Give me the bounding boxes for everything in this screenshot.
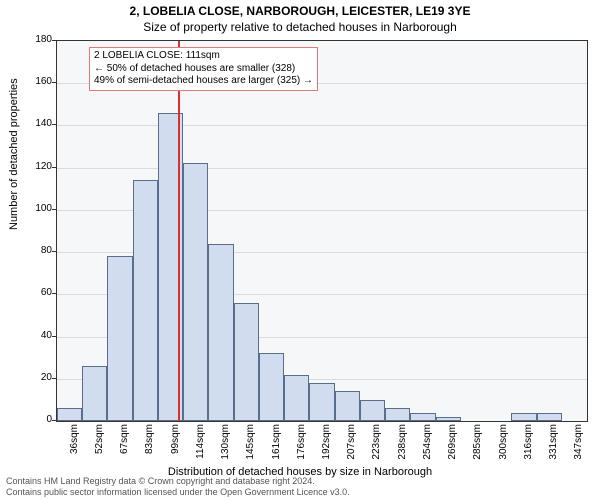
y-tick-label: 180 — [22, 34, 52, 45]
x-tick-label: 285sqm — [472, 424, 483, 464]
annotation-line: 49% of semi-detached houses are larger (… — [94, 75, 313, 88]
x-tick-label: 130sqm — [220, 424, 231, 464]
chart-title-desc: Size of property relative to detached ho… — [0, 20, 600, 34]
x-tick-label: 269sqm — [447, 424, 458, 464]
histogram-bar — [183, 163, 208, 421]
histogram-bar — [335, 391, 360, 421]
y-tick-mark — [52, 336, 56, 337]
histogram-bar — [259, 353, 284, 421]
histogram-bar — [133, 180, 158, 421]
histogram-bar — [284, 375, 309, 421]
histogram-bar — [385, 408, 410, 421]
chart-container: 2, LOBELIA CLOSE, NARBOROUGH, LEICESTER,… — [0, 0, 600, 500]
y-tick-mark — [52, 293, 56, 294]
y-tick-label: 0 — [22, 414, 52, 425]
histogram-bar — [57, 408, 82, 421]
histogram-bar — [360, 400, 385, 421]
x-tick-label: 300sqm — [498, 424, 509, 464]
histogram-bar — [537, 413, 562, 421]
y-tick-mark — [52, 378, 56, 379]
x-tick-label: 99sqm — [170, 424, 181, 464]
x-tick-label: 176sqm — [296, 424, 307, 464]
x-tick-label: 238sqm — [397, 424, 408, 464]
x-tick-label: 254sqm — [422, 424, 433, 464]
y-tick-mark — [52, 82, 56, 83]
y-tick-mark — [52, 167, 56, 168]
x-tick-label: 145sqm — [245, 424, 256, 464]
y-tick-mark — [52, 40, 56, 41]
histogram-bar — [511, 413, 536, 421]
x-tick-label: 207sqm — [346, 424, 357, 464]
property-marker-line — [178, 41, 180, 421]
x-tick-label: 52sqm — [94, 424, 105, 464]
x-tick-label: 83sqm — [144, 424, 155, 464]
x-tick-label: 192sqm — [321, 424, 332, 464]
histogram-bar — [208, 244, 233, 421]
x-tick-label: 67sqm — [119, 424, 130, 464]
annotation-box: 2 LOBELIA CLOSE: 111sqm ← 50% of detache… — [89, 47, 318, 91]
annotation-line: 2 LOBELIA CLOSE: 111sqm — [94, 50, 313, 63]
x-tick-label: 347sqm — [573, 424, 584, 464]
y-tick-label: 160 — [22, 76, 52, 87]
y-tick-label: 140 — [22, 118, 52, 129]
y-tick-label: 20 — [22, 372, 52, 383]
histogram-bar — [410, 413, 435, 421]
y-tick-label: 120 — [22, 161, 52, 172]
footer-line: Contains HM Land Registry data © Crown c… — [6, 476, 594, 486]
gridline — [57, 125, 587, 126]
y-tick-label: 60 — [22, 287, 52, 298]
y-tick-mark — [52, 420, 56, 421]
footer: Contains HM Land Registry data © Crown c… — [0, 475, 600, 500]
y-tick-mark — [52, 251, 56, 252]
histogram-bar — [107, 256, 132, 421]
chart-title-address: 2, LOBELIA CLOSE, NARBOROUGH, LEICESTER,… — [0, 4, 600, 18]
x-tick-label: 114sqm — [195, 424, 206, 464]
y-tick-mark — [52, 124, 56, 125]
x-tick-label: 316sqm — [523, 424, 534, 464]
histogram-bar — [309, 383, 334, 421]
gridline — [57, 168, 587, 169]
plot-area: 2 LOBELIA CLOSE: 111sqm ← 50% of detache… — [56, 40, 588, 422]
x-tick-label: 223sqm — [371, 424, 382, 464]
histogram-bar — [436, 417, 461, 421]
x-tick-label: 161sqm — [271, 424, 282, 464]
y-axis-title: Number of detached properties — [8, 78, 20, 230]
footer-line: Contains public sector information licen… — [6, 487, 594, 497]
histogram-bar — [82, 366, 107, 421]
annotation-line: ← 50% of detached houses are smaller (32… — [94, 63, 313, 76]
histogram-bar — [234, 303, 259, 421]
y-tick-label: 40 — [22, 330, 52, 341]
x-tick-label: 331sqm — [548, 424, 559, 464]
y-tick-mark — [52, 209, 56, 210]
y-tick-label: 80 — [22, 245, 52, 256]
x-tick-label: 36sqm — [69, 424, 80, 464]
y-tick-label: 100 — [22, 203, 52, 214]
